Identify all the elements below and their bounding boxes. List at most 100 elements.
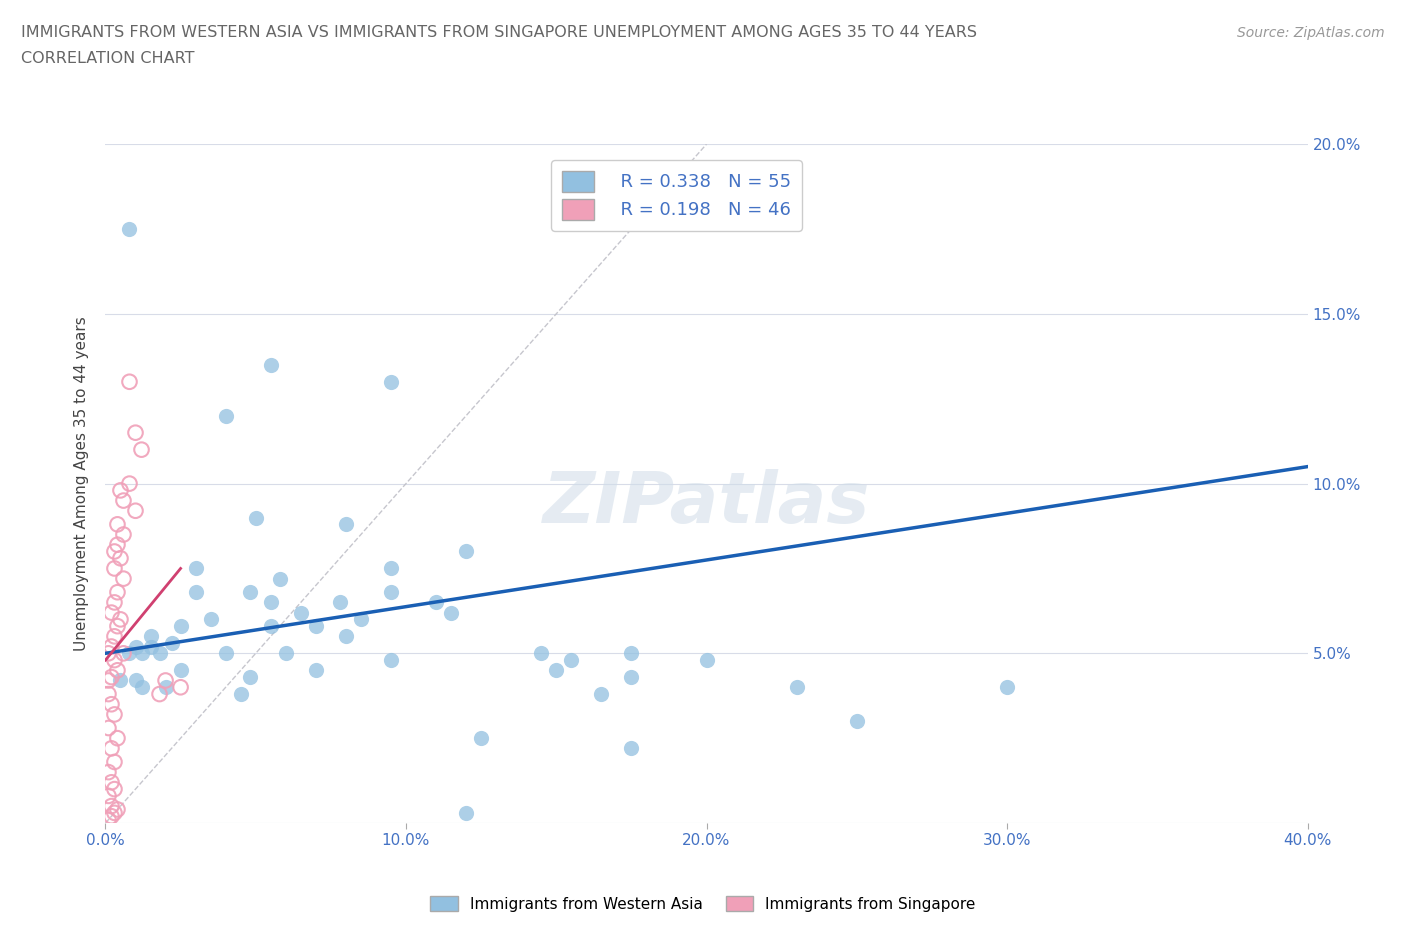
Point (124, 673, 146, 688)
Point (148, 686, 170, 701)
Point (380, 375, 402, 390)
Point (110, 483, 132, 498)
Point (100, 799, 122, 814)
Point (239, 670, 262, 684)
Point (845, 714, 868, 729)
Point (100, 639, 122, 654)
Point (110, 612, 132, 627)
Point (995, 680, 1018, 695)
Point (112, 527, 135, 542)
Point (229, 686, 252, 701)
Point (100, 697, 122, 711)
Point (107, 618, 129, 633)
Point (131, 646, 153, 661)
Point (239, 585, 262, 600)
Point (131, 443, 153, 458)
Point (155, 680, 177, 695)
Point (696, 653, 718, 668)
Point (269, 571, 291, 586)
Point (560, 653, 582, 668)
Point (118, 221, 141, 236)
Point (97, 812, 120, 827)
Legend: Immigrants from Western Asia, Immigrants from Singapore: Immigrants from Western Asia, Immigrants… (425, 889, 981, 918)
Text: CORRELATION CHART: CORRELATION CHART (21, 51, 194, 66)
Point (107, 731, 129, 746)
Point (103, 561, 125, 576)
Point (380, 585, 402, 600)
Point (103, 544, 125, 559)
Point (786, 680, 808, 695)
Point (97, 764, 120, 779)
Point (97, 789, 120, 804)
Point (107, 663, 129, 678)
Point (112, 646, 135, 661)
Point (214, 646, 236, 661)
Point (97, 673, 120, 688)
Text: Source: ZipAtlas.com: Source: ZipAtlas.com (1237, 26, 1385, 40)
Point (100, 809, 122, 824)
Point (454, 544, 477, 559)
Point (380, 653, 402, 668)
Legend:   R = 0.338   N = 55,   R = 0.198   N = 46: R = 0.338 N = 55, R = 0.198 N = 46 (551, 160, 801, 231)
Point (260, 357, 283, 372)
Point (169, 618, 191, 633)
Point (620, 670, 643, 684)
Point (454, 805, 477, 820)
Point (110, 673, 132, 688)
Point (124, 503, 146, 518)
Point (100, 670, 122, 684)
Point (245, 511, 267, 525)
Point (530, 646, 553, 661)
Point (305, 618, 328, 633)
Point (118, 476, 141, 491)
Point (329, 595, 352, 610)
Point (260, 595, 283, 610)
Text: ZIPatlas: ZIPatlas (543, 470, 870, 538)
Point (305, 663, 328, 678)
Point (440, 605, 463, 620)
Point (107, 585, 129, 600)
Point (107, 517, 129, 532)
Point (620, 741, 643, 756)
Point (169, 680, 191, 695)
Point (184, 585, 207, 600)
Point (97, 646, 120, 661)
Point (139, 629, 162, 644)
Point (103, 653, 125, 668)
Point (131, 680, 153, 695)
Point (380, 561, 402, 576)
Point (350, 612, 373, 627)
Point (160, 636, 183, 651)
Point (118, 646, 141, 661)
Point (124, 425, 146, 440)
Point (118, 375, 141, 390)
Point (470, 731, 492, 746)
Point (290, 605, 312, 620)
Point (335, 517, 357, 532)
Point (184, 561, 207, 576)
Point (107, 538, 129, 552)
Point (100, 741, 122, 756)
Text: IMMIGRANTS FROM WESTERN ASIA VS IMMIGRANTS FROM SINGAPORE UNEMPLOYMENT AMONG AGE: IMMIGRANTS FROM WESTERN ASIA VS IMMIGRAN… (21, 25, 977, 40)
Point (103, 595, 125, 610)
Point (103, 707, 125, 722)
Point (148, 646, 170, 661)
Point (107, 802, 129, 817)
Point (200, 612, 222, 627)
Point (591, 686, 613, 701)
Point (425, 595, 447, 610)
Point (139, 639, 162, 654)
Point (620, 646, 643, 661)
Point (103, 805, 125, 820)
Point (97, 721, 120, 736)
Point (103, 629, 125, 644)
Y-axis label: Unemployment Among Ages 35 to 44 years: Unemployment Among Ages 35 to 44 years (75, 316, 90, 651)
Point (335, 629, 357, 644)
Point (274, 646, 297, 661)
Point (103, 754, 125, 769)
Point (97, 686, 120, 701)
Point (112, 571, 135, 586)
Point (169, 663, 191, 678)
Point (100, 775, 122, 790)
Point (110, 551, 132, 565)
